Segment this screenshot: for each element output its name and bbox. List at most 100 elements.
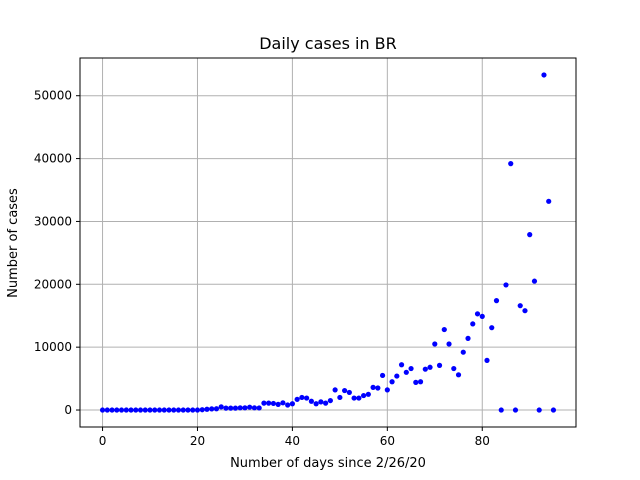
data-point (175, 407, 182, 413)
data-point (171, 407, 177, 413)
x-tick-label: 40 (285, 434, 300, 448)
data-point (299, 394, 305, 401)
data-point (209, 406, 215, 412)
data-point (247, 404, 253, 410)
data-point (517, 303, 523, 309)
data-point (161, 407, 167, 413)
data-point (285, 402, 291, 408)
data-point (512, 407, 519, 413)
data-point (223, 405, 229, 411)
y-tick-label: 0 (64, 403, 72, 417)
data-points (99, 72, 557, 413)
data-point (522, 308, 528, 314)
data-point (479, 313, 485, 319)
data-point (413, 379, 419, 385)
data-point (275, 401, 281, 407)
data-point (228, 405, 234, 411)
data-point (389, 379, 395, 385)
data-point (137, 407, 144, 413)
data-point (408, 365, 414, 372)
data-point (194, 407, 201, 413)
data-point (360, 392, 367, 399)
y-tick-label: 20000 (34, 277, 72, 291)
data-point (152, 407, 158, 413)
data-point (398, 362, 405, 368)
data-point (133, 407, 139, 413)
data-point (465, 335, 471, 341)
data-point (218, 404, 224, 410)
data-point (266, 400, 272, 406)
plot-frame (79, 57, 577, 428)
data-point (104, 407, 110, 413)
data-point (342, 387, 348, 394)
data-point (337, 394, 343, 401)
data-point (99, 407, 106, 413)
data-point (375, 385, 381, 391)
data-point (185, 407, 191, 413)
data-point (365, 391, 371, 397)
data-point (199, 407, 205, 413)
data-point (156, 407, 163, 413)
data-point (484, 357, 490, 363)
data-point (232, 405, 239, 411)
data-point (394, 373, 400, 379)
x-tick-label: 20 (190, 434, 205, 448)
data-point (403, 369, 409, 375)
data-point (446, 341, 452, 347)
data-point (190, 407, 196, 413)
data-point (498, 407, 504, 413)
y-axis-label: Number of cases (6, 188, 21, 298)
data-point (118, 407, 125, 413)
data-point (166, 407, 172, 413)
data-point (417, 379, 424, 385)
data-point (546, 198, 552, 204)
data-point (536, 407, 542, 413)
data-point (304, 395, 310, 401)
data-point (451, 365, 457, 372)
data-point (251, 405, 258, 411)
data-point (455, 372, 462, 378)
data-point (379, 372, 386, 379)
data-point (308, 398, 314, 404)
data-point (503, 282, 509, 288)
data-point (508, 161, 514, 167)
data-point (256, 405, 262, 411)
data-point (527, 232, 533, 238)
y-tick-label: 10000 (34, 340, 72, 354)
data-point (332, 387, 338, 393)
data-point (356, 395, 362, 401)
data-point (109, 407, 115, 413)
data-point (323, 400, 329, 406)
data-point (204, 406, 210, 412)
data-point (114, 407, 120, 413)
data-point (432, 341, 438, 347)
data-point (289, 401, 296, 407)
chart-title: Daily cases in BR (259, 34, 397, 53)
y-tick-label: 50000 (34, 89, 72, 103)
data-point (147, 407, 153, 413)
data-point (280, 400, 286, 406)
data-point (531, 278, 538, 284)
data-point (261, 400, 267, 406)
data-point (460, 349, 466, 355)
data-point (318, 399, 324, 405)
data-point (489, 325, 495, 331)
x-tick-label: 80 (475, 434, 490, 448)
data-point (270, 400, 277, 407)
data-point (180, 407, 186, 413)
data-point (384, 387, 390, 393)
data-point (123, 407, 129, 413)
data-point (327, 397, 333, 404)
data-point (213, 406, 220, 412)
data-point (313, 401, 319, 407)
axis-ticks: 0 20 40 60 80 0 10000 20000 30000 40000 50000 (34, 89, 490, 448)
data-point (128, 407, 134, 413)
data-point (237, 405, 243, 411)
data-point (422, 366, 428, 372)
data-point (436, 362, 443, 368)
data-point (370, 384, 376, 390)
data-point (142, 407, 148, 413)
y-tick-label: 30000 (34, 214, 72, 228)
